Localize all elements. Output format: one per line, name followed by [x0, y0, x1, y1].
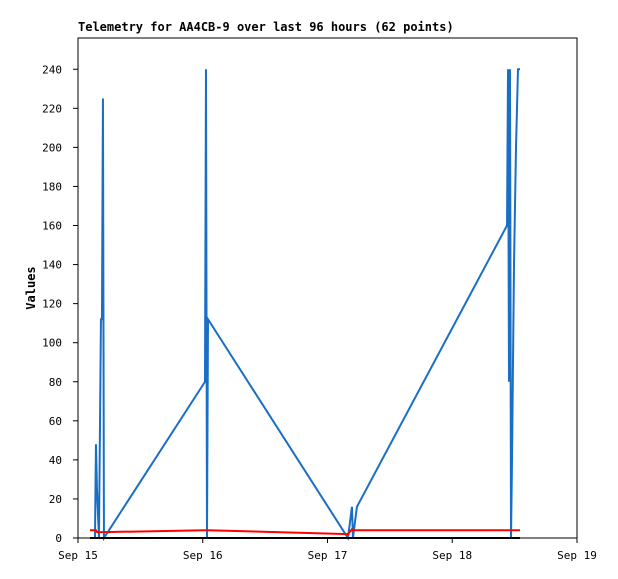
- series-line: [89, 527, 520, 536]
- y-tick-label: 180: [42, 180, 62, 193]
- y-tick-label: 120: [42, 298, 62, 311]
- y-tick-label: 40: [49, 454, 62, 467]
- y-tick-label: 0: [55, 532, 62, 545]
- y-tick-label: 60: [49, 415, 62, 428]
- x-tick-label: Sep 19: [557, 549, 597, 562]
- y-axis-label: Values: [24, 266, 38, 309]
- y-tick-label: 100: [42, 337, 62, 350]
- x-tick-label: Sep 15: [58, 549, 98, 562]
- y-tick-label: 80: [49, 376, 62, 389]
- y-tick-label: 160: [42, 220, 62, 233]
- x-tick-label: Sep 18: [432, 549, 472, 562]
- x-tick-label: Sep 17: [308, 549, 348, 562]
- chart-title: Telemetry for AA4CB-9 over last 96 hours…: [78, 20, 454, 34]
- y-tick-label: 220: [42, 102, 62, 115]
- y-tick-label: 140: [42, 259, 62, 272]
- y-tick-label: 20: [49, 493, 62, 506]
- y-tick-label: 200: [42, 141, 62, 154]
- y-tick-label: 240: [42, 63, 62, 76]
- x-tick-label: Sep 16: [183, 549, 223, 562]
- series-line: [89, 68, 520, 542]
